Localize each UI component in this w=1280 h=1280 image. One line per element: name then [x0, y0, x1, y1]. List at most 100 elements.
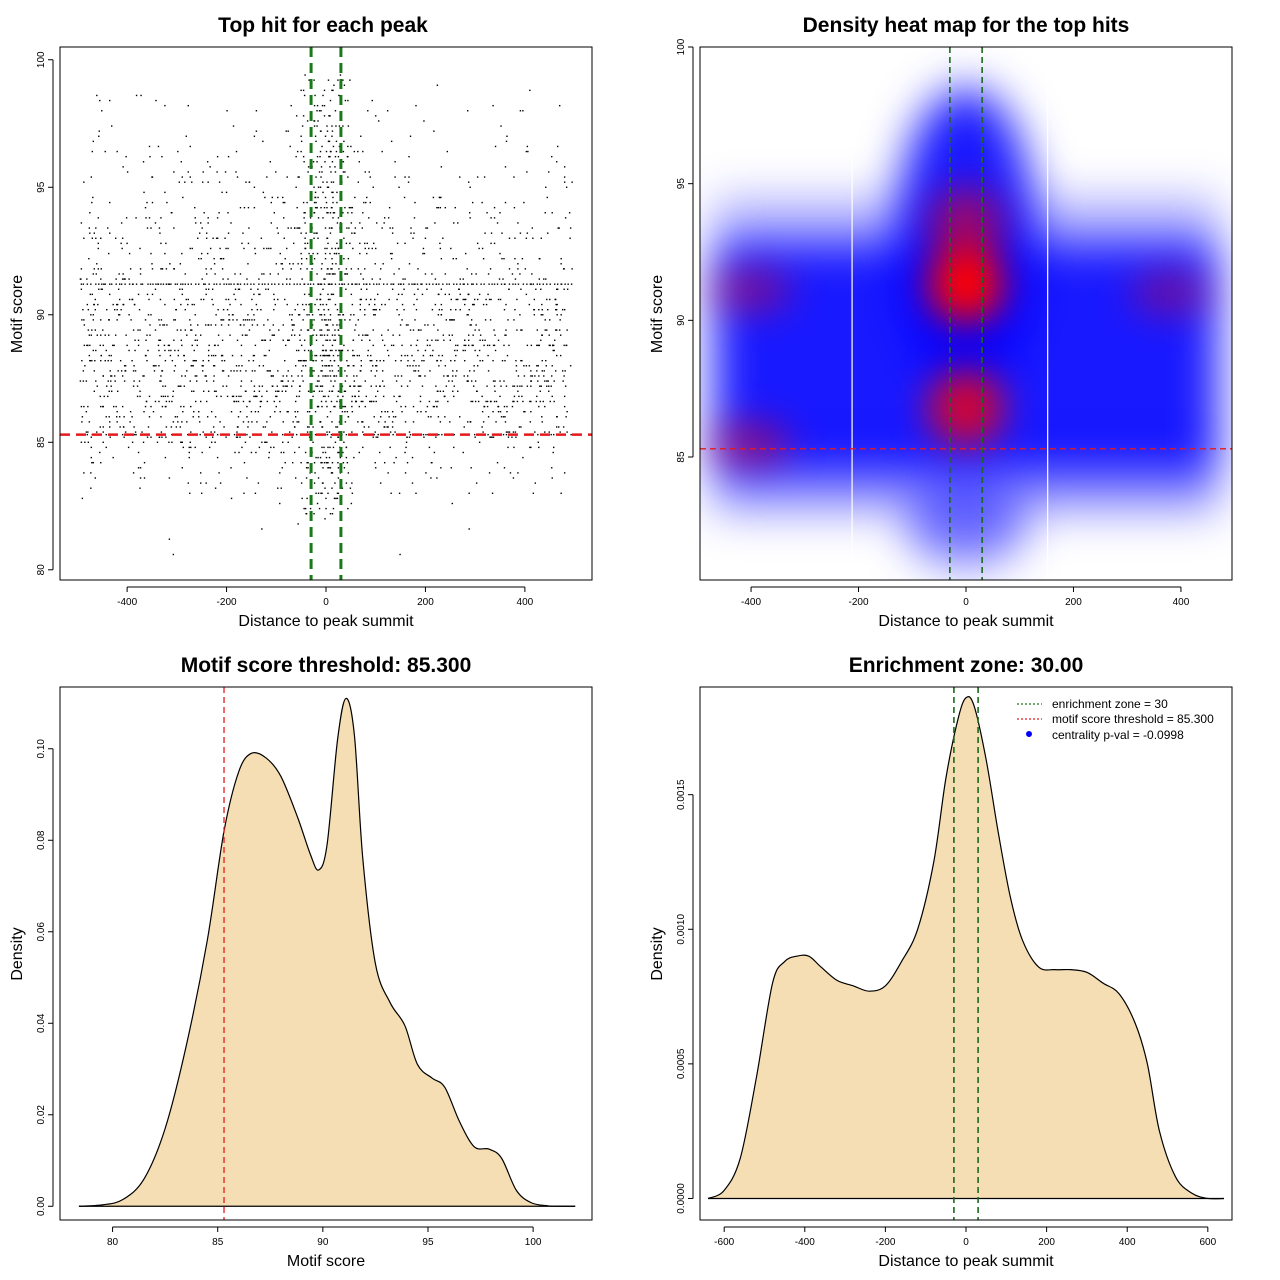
- scatter-point: [313, 370, 315, 372]
- scatter-point: [325, 507, 327, 510]
- scatter-point: [525, 237, 528, 239]
- scatter-point: [442, 334, 445, 336]
- scatter-point: [326, 354, 329, 357]
- scatter-point: [358, 395, 360, 398]
- scatter-point: [314, 135, 317, 137]
- scatter-point: [415, 344, 418, 347]
- scatter-point: [180, 161, 183, 163]
- scatter-point: [186, 370, 188, 372]
- scatter-point: [469, 186, 471, 188]
- scatter-point: [470, 467, 472, 469]
- scatter-point: [526, 232, 529, 234]
- scatter-point: [459, 176, 461, 178]
- scatter-point: [557, 426, 560, 428]
- scatter-point: [324, 365, 326, 367]
- scatter-point: [564, 370, 566, 372]
- scatter-point: [249, 436, 251, 438]
- scatter-point: [334, 273, 336, 275]
- scatter-point: [216, 433, 219, 436]
- scatter-point: [353, 354, 356, 357]
- scatter-point: [514, 431, 517, 433]
- scatter-point: [256, 308, 259, 311]
- heatmap-y-tick-label: 95: [676, 178, 687, 190]
- scatter-point: [314, 354, 316, 357]
- scatter-point: [493, 344, 496, 347]
- scatter-point: [522, 400, 524, 403]
- scatter-point: [146, 359, 148, 362]
- scatter-point: [512, 283, 514, 285]
- scatter-point: [200, 257, 202, 260]
- scatter-point: [436, 359, 439, 362]
- scatter-point: [470, 380, 473, 382]
- scatter-point: [265, 354, 267, 357]
- scatter-point: [326, 461, 329, 464]
- scatter-point: [364, 242, 366, 245]
- scatter-point: [569, 365, 572, 367]
- scatter-point: [364, 380, 366, 382]
- scatter-point: [231, 354, 234, 357]
- scatter-point: [368, 171, 370, 173]
- scatter-point: [305, 359, 307, 362]
- scatter-point: [489, 400, 492, 403]
- scatter-point: [160, 283, 162, 285]
- scatter-point: [312, 395, 314, 398]
- scatter-point: [317, 375, 320, 377]
- scatter-point: [447, 400, 449, 403]
- scatter-point: [558, 329, 561, 331]
- scatter-point: [316, 298, 318, 301]
- scatter-point: [109, 436, 111, 438]
- scatter-point: [529, 400, 531, 403]
- scatter-point: [360, 370, 362, 372]
- scatter-point: [202, 283, 205, 285]
- scatter-point: [118, 273, 120, 275]
- scatter-point: [434, 278, 437, 280]
- scatter-point: [195, 400, 197, 403]
- scatter-point: [215, 390, 217, 392]
- scatter-point: [504, 201, 507, 204]
- scatter-point: [278, 329, 280, 331]
- scatter-point: [285, 130, 287, 132]
- scatter-point: [494, 380, 496, 382]
- scatter-point: [370, 354, 372, 357]
- scatter-point: [187, 433, 189, 436]
- heatmap-x-tick-label: 0: [963, 597, 969, 608]
- scatter-point: [271, 283, 273, 285]
- scatter-point: [392, 433, 394, 436]
- scatter-point: [360, 385, 362, 387]
- scatter-point: [563, 181, 566, 183]
- scatter-point: [374, 263, 376, 265]
- scatter-point: [464, 359, 466, 362]
- scatter-point: [327, 446, 329, 449]
- scatter-point: [517, 375, 520, 377]
- score-density-y-tick-label: 0.06: [36, 922, 47, 942]
- scatter-point: [563, 166, 566, 168]
- scatter-point: [376, 359, 378, 362]
- scatter-point: [92, 273, 95, 275]
- scatter-point: [164, 385, 167, 387]
- heatmap-x-tick-label: -400: [741, 597, 761, 608]
- scatter-point: [398, 314, 400, 316]
- scatter-point: [506, 354, 509, 357]
- scatter-point: [362, 400, 364, 403]
- scatter-point: [494, 145, 497, 148]
- scatter-point: [115, 278, 117, 280]
- scatter-point: [80, 268, 83, 270]
- scatter-point: [158, 227, 161, 229]
- scatter-point: [347, 145, 349, 148]
- scatter-point: [330, 433, 333, 436]
- scatter-point: [298, 227, 301, 229]
- scatter-point: [561, 308, 564, 311]
- scatter-point: [479, 334, 482, 336]
- scatter-point: [133, 303, 136, 306]
- score-density-x-tick-label: 90: [317, 1237, 329, 1248]
- scatter-point: [240, 385, 242, 387]
- scatter-point: [297, 314, 300, 316]
- heatmap-band: [906, 485, 1026, 566]
- distance-density-x-tick-label: 600: [1199, 1237, 1216, 1248]
- scatter-point: [369, 283, 371, 285]
- scatter-point: [248, 181, 251, 183]
- scatter-point: [99, 426, 101, 428]
- scatter-point: [258, 278, 260, 280]
- scatter-point: [329, 375, 332, 377]
- scatter-point: [108, 390, 110, 392]
